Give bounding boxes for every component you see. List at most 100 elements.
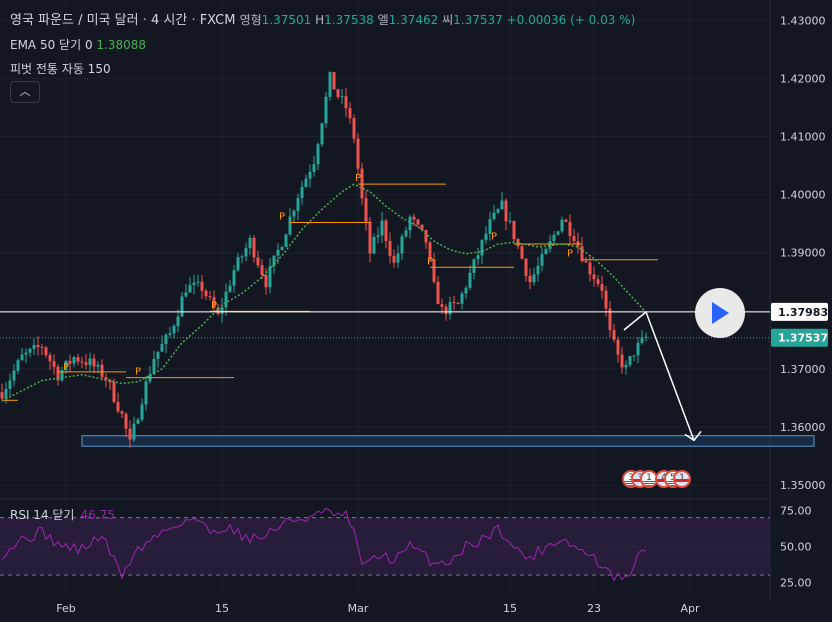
- candle-body: [240, 256, 244, 258]
- candle-body: [184, 292, 188, 297]
- close-value: 1.37537: [453, 13, 503, 27]
- candle-body: [328, 72, 332, 97]
- candle-body: [532, 274, 536, 283]
- ema-legend[interactable]: EMA 50 닫기 0 1.38088: [10, 36, 146, 53]
- candle-body: [424, 229, 428, 243]
- high-label: H: [315, 13, 325, 27]
- rsi-legend[interactable]: RSI 14 닫기 46.75: [10, 506, 115, 523]
- candle-body: [8, 380, 12, 389]
- rsi-line: [1, 507, 647, 582]
- candle-body: [16, 360, 20, 371]
- candle-body: [72, 357, 76, 364]
- candle-body: [172, 325, 176, 334]
- candle-body: [332, 72, 336, 90]
- candle-body: [108, 379, 112, 383]
- candle-body: [560, 219, 564, 232]
- rsi-tick-label: 25.00: [780, 576, 812, 589]
- collapse-legend-button[interactable]: ︿: [10, 81, 40, 103]
- candle-body: [300, 186, 304, 198]
- pivots-legend[interactable]: 피벗 전통 자동 150: [10, 60, 111, 77]
- candle-body: [492, 212, 496, 219]
- candlestick-series: [0, 71, 648, 448]
- candle-body: [196, 281, 200, 283]
- time-tick-label: 15: [503, 602, 517, 615]
- candle-body: [420, 224, 424, 230]
- candle-body: [448, 302, 452, 315]
- us-flag-icon[interactable]: 1: [640, 470, 658, 488]
- price-tick-label: 1.43000: [780, 14, 826, 27]
- candle-body: [548, 241, 552, 249]
- candle-body: [212, 297, 216, 308]
- candle-body: [100, 364, 104, 378]
- candle-body: [616, 339, 620, 355]
- symbol-name[interactable]: 영국 파운드 / 미국 달러: [10, 13, 139, 28]
- candle-body: [356, 138, 360, 169]
- rsi-label: RSI 14 닫기: [10, 508, 75, 522]
- candle-body: [292, 210, 296, 217]
- candle-body: [60, 370, 64, 381]
- ema-value: 1.38088: [96, 38, 147, 52]
- candle-body: [264, 274, 268, 288]
- ema-line: [1, 183, 647, 402]
- candle-body: [116, 401, 120, 412]
- candle-body: [296, 197, 300, 211]
- candle-body: [480, 240, 484, 256]
- ema-50-line: [1, 183, 647, 402]
- current-price-tag-bg: [771, 328, 828, 347]
- candle-body: [236, 257, 240, 271]
- candle-body: [368, 221, 372, 254]
- candle-body: [64, 360, 68, 371]
- candle-body: [176, 316, 180, 326]
- open-value: 1.37501: [261, 13, 312, 27]
- candle-body: [608, 308, 612, 330]
- uk-flag-icon[interactable]: 1: [673, 470, 691, 488]
- price-tick-label: 1.35000: [780, 479, 826, 492]
- candle-body: [156, 351, 160, 359]
- candle-body: [404, 230, 408, 237]
- candle-body: [104, 377, 108, 380]
- candle-body: [596, 279, 600, 285]
- rsi-panel: [0, 507, 770, 582]
- low-value: 1.37462: [388, 13, 439, 27]
- time-tick-label: Mar: [348, 602, 369, 615]
- candle-body: [512, 220, 516, 240]
- candle-body: [396, 253, 400, 263]
- candle-body: [632, 355, 636, 357]
- pivots-label: 피벗 전통 자동 150: [10, 62, 111, 76]
- candle-body: [312, 164, 316, 172]
- candle-body: [536, 265, 540, 275]
- low-label: 엘: [377, 13, 389, 27]
- candle-body: [84, 362, 88, 366]
- candle-body: [280, 247, 284, 250]
- candle-body: [484, 233, 488, 241]
- economic-events[interactable]: 3 3 1 4 5 1: [622, 470, 692, 492]
- play-button[interactable]: [695, 288, 745, 338]
- candle-body: [572, 235, 576, 242]
- candle-body: [496, 209, 500, 213]
- candle-body: [416, 219, 420, 225]
- candle-body: [352, 118, 356, 139]
- candle-body: [584, 260, 588, 263]
- time-tick-label: Feb: [56, 602, 75, 615]
- open-label: 영형: [239, 13, 262, 27]
- candle-body: [76, 357, 80, 362]
- candle-body: [636, 342, 640, 356]
- pivot-marker: P: [355, 173, 361, 184]
- time-tick-label: Apr: [680, 602, 700, 615]
- candle-body: [508, 220, 512, 222]
- candle-body: [272, 255, 276, 267]
- horizontal-line-price-tag: 1.37983: [778, 306, 828, 319]
- rsi-tick-label: 75.00: [780, 504, 812, 517]
- candle-body: [564, 219, 568, 222]
- candle-body: [288, 216, 292, 235]
- candle-body: [248, 237, 252, 249]
- ema-label: EMA 50 닫기 0: [10, 38, 93, 52]
- candle-body: [348, 108, 352, 119]
- candle-body: [128, 428, 132, 440]
- candle-body: [472, 259, 476, 273]
- candle-body: [444, 306, 448, 315]
- candle-body: [284, 234, 288, 248]
- interval-label[interactable]: 4 시간: [150, 13, 188, 28]
- candle-body: [96, 364, 100, 367]
